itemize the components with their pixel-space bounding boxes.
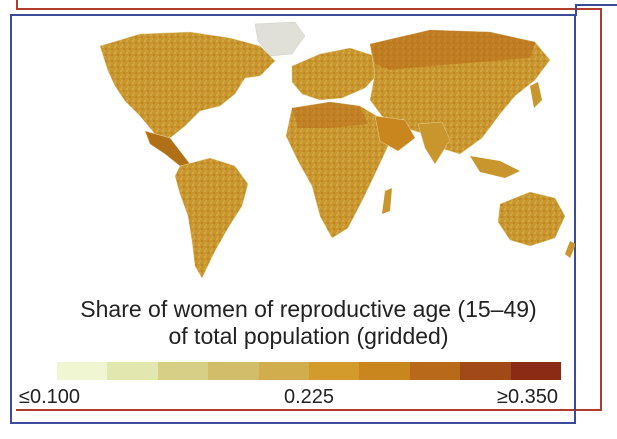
blue-frame-tick xyxy=(575,4,617,6)
madagascar xyxy=(382,188,392,214)
greenland xyxy=(254,21,306,57)
color-legend xyxy=(57,362,562,380)
legend-swatch-4 xyxy=(208,362,259,380)
map-title: Share of women of reproductive age (15–4… xyxy=(0,296,617,350)
map-title-line-2: of total population (gridded) xyxy=(168,323,449,349)
australia xyxy=(497,191,566,247)
blue-frame-tick-vertical xyxy=(575,4,577,16)
map-title-line-1: Share of women of reproductive age (15–4… xyxy=(80,296,537,322)
legend-swatch-3 xyxy=(157,362,209,380)
legend-swatch-7 xyxy=(359,362,410,380)
blue-frame xyxy=(10,14,576,424)
legend-label-min: ≤0.100 xyxy=(19,386,81,408)
europe xyxy=(291,47,379,101)
red-frame xyxy=(16,8,602,411)
russia-region xyxy=(370,30,535,70)
north-america xyxy=(99,31,276,139)
world-map xyxy=(99,21,575,279)
southeast-asia xyxy=(470,156,520,178)
legend-swatch-8 xyxy=(409,362,461,380)
japan xyxy=(530,82,542,108)
red-frame-tick xyxy=(16,0,18,10)
indian-subcontinent xyxy=(417,121,451,165)
legend-swatch-5 xyxy=(258,362,310,380)
legend-swatch-6 xyxy=(309,362,360,380)
africa xyxy=(285,101,389,239)
south-america xyxy=(174,157,249,279)
north-africa-region xyxy=(292,102,368,128)
legend-label-mid: 0.225 xyxy=(284,386,335,408)
arabian-peninsula xyxy=(374,115,416,152)
legend-swatch-2 xyxy=(107,362,158,380)
legend-label-max: ≥0.350 xyxy=(497,386,559,408)
new-zealand xyxy=(565,241,575,258)
legend-swatch-9 xyxy=(460,362,511,380)
legend-swatch-1 xyxy=(57,362,108,380)
legend-swatch-10 xyxy=(510,362,562,380)
